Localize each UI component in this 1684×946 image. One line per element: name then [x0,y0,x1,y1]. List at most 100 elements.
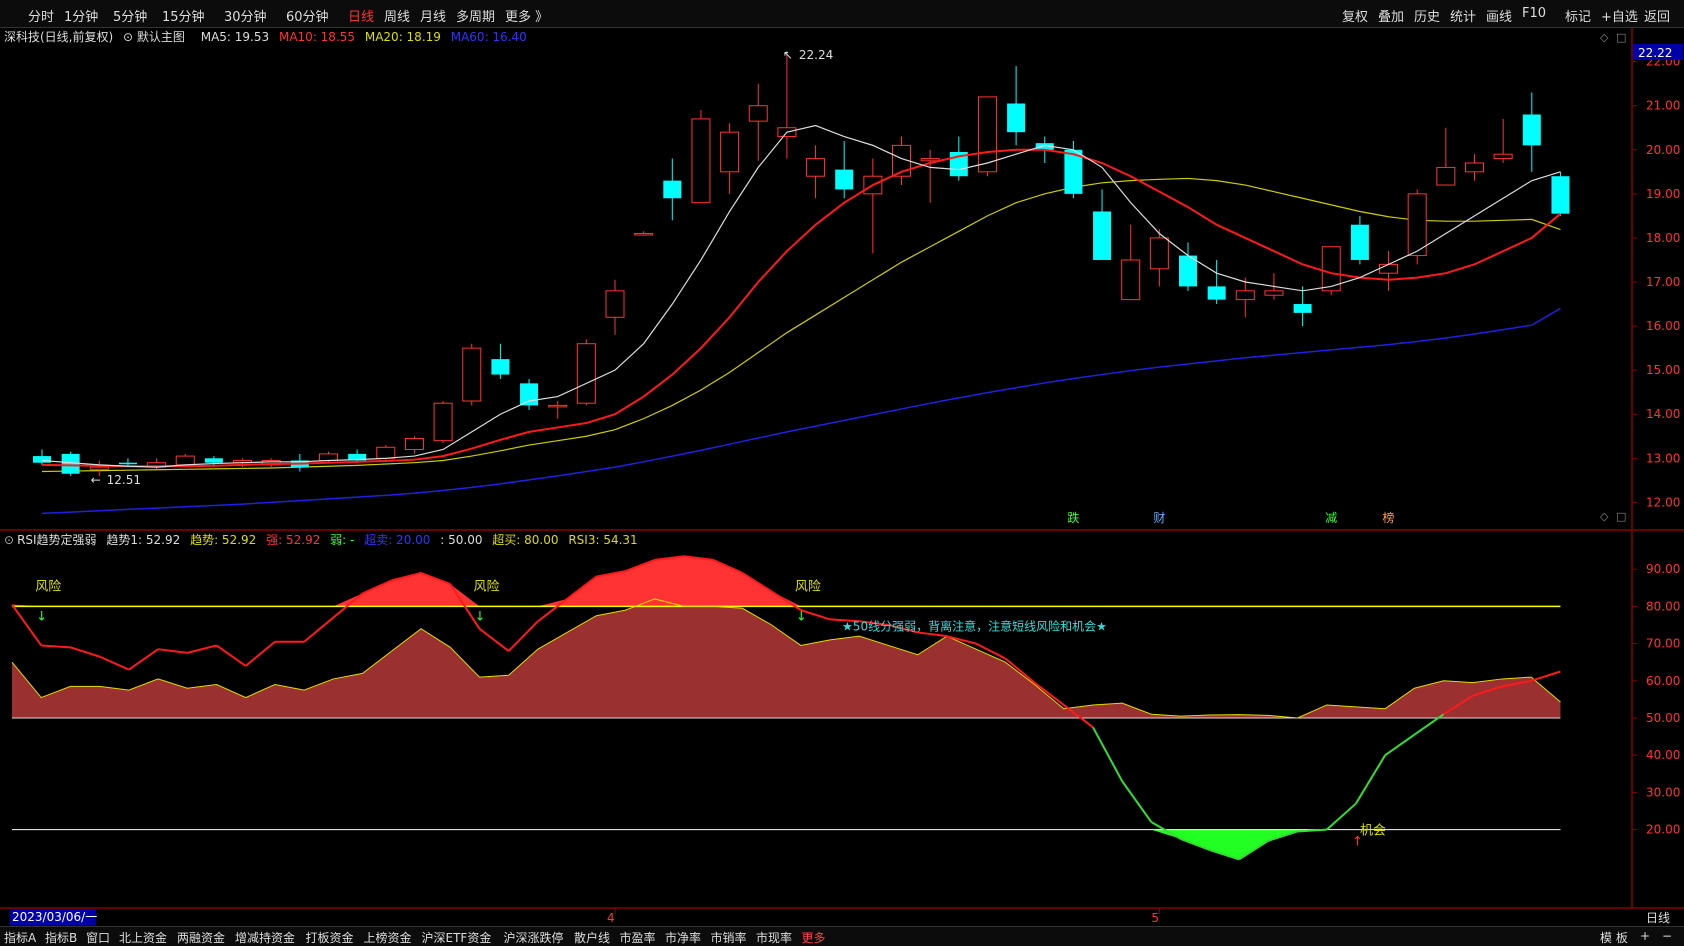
ma10-line [41,148,1562,468]
period-tab-6[interactable]: 日线 [348,10,375,25]
bottom-tab-7[interactable]: 上榜资金 [363,931,412,945]
candle-body [1007,103,1026,133]
trend-line-segment [917,631,948,638]
candle-body [1436,166,1456,186]
toolbar-button-8[interactable]: 返回 [1644,10,1671,25]
price-tick-label: 20.00 [1646,143,1680,157]
bottom-tab-12[interactable]: 市净率 [665,931,702,945]
candle-body [118,462,137,465]
bottom-tab-6[interactable]: 打板资金 [305,931,354,945]
toolbar-button-2[interactable]: 历史 [1414,10,1441,25]
trend-line-segment [1004,657,1036,684]
ma5-line [41,124,1561,468]
bottom-tab-5[interactable]: 增减持资金 [235,931,296,945]
rsi3-label: RSI3: 54.31 [568,533,638,547]
candle-body [433,402,453,442]
toolbar-button-4[interactable]: 画线 [1486,10,1513,25]
overbought-fill [12,556,1561,607]
rsi-tick-label: 80.00 [1646,599,1680,613]
opportunity-label: 机会 [1360,824,1386,839]
candle-body [1149,237,1169,270]
candle-body [548,404,568,408]
diamond-icon: ◇ [1600,31,1609,44]
candle-body [1235,290,1255,301]
period-tab-4[interactable]: 30分钟 [224,10,267,25]
toolbar-button-7[interactable]: +自选 [1601,10,1638,25]
rsi-tick-label: 70.00 [1646,637,1680,651]
toolbar-button-6[interactable]: 标记 [1565,10,1592,25]
risk-arrow-icon: ↓ [36,609,47,624]
price-tick-label: 17.00 [1646,275,1680,289]
period-tab-5[interactable]: 60分钟 [286,10,329,25]
bottom-tab-9[interactable]: 沪深涨跌停 [503,931,564,945]
high-marker-icon: ↖ [783,48,793,62]
bottom-tab-11[interactable]: 市盈率 [619,931,656,945]
toolbar-button-1[interactable]: 叠加 [1378,10,1405,25]
bottom-tab-0[interactable]: 指标A [4,931,37,945]
grid-layer [0,28,1684,909]
period-tab-7[interactable]: 周线 [384,10,411,25]
trend-line-segment [1180,837,1211,851]
trend-line-segment [1530,670,1561,682]
low-marker-icon: ← [91,473,101,487]
rsi3-area [12,598,1561,718]
price-tick-label: 14.00 [1646,407,1680,421]
template-dropdown[interactable]: ⊙ 默认主图 [123,30,185,44]
bottom-tab-15[interactable]: 更多 [801,931,826,945]
period-tab-8[interactable]: 月线 [420,10,447,25]
toolbar-button-3[interactable]: 统计 [1450,10,1477,25]
indicator-gear-icon[interactable]: ⊙ [4,533,15,547]
candle-body [1379,263,1399,274]
ma10-label: MA10: 18.55 [278,30,356,44]
candle-body [1465,162,1484,173]
trend-line-segment [128,648,159,671]
candle-body [835,169,854,190]
trend-line-segment [1297,828,1327,833]
period-tab-1[interactable]: 1分钟 [64,10,99,25]
period-tab-9[interactable]: 多周期 [456,10,496,25]
chart-area[interactable]: 风险 ↓ 风险 ↓ 风险 ↓ 机会↑ ★50线分强弱，背离注意，注意短线风险和机会★ ↖ 22.… [0,28,1684,926]
candle-body [33,456,51,463]
toolbar-button-0[interactable]: 复权 [1342,10,1369,25]
period-tab-3[interactable]: 15分钟 [162,10,205,25]
trend-line-segment [741,572,773,593]
ma20-line [41,177,1561,473]
trend-line-segment [888,624,918,634]
candle-body [663,180,682,199]
bottom-tab-13[interactable]: 市销率 [710,931,747,945]
trend-line-segment [245,640,276,667]
bottom-tab-10[interactable]: 散户线 [574,931,611,945]
bottom-tab-1[interactable]: 指标B [45,931,78,945]
bottom-right-button-2[interactable]: 模 板 [1600,931,1628,945]
trend-line-segment [1384,733,1415,757]
price-tick-label: 15.00 [1646,363,1680,377]
axis-layer: 22.0021.0020.0019.0018.0017.0016.0015.00… [10,31,1683,925]
bottom-tab-8[interactable]: 沪深ETF资金 [421,931,492,945]
main-chart-info: 深科技(日线,前复权) ⊙ 默认主图 MA5: 19.53 MA10: 18.5… [4,28,533,45]
toolbar-button-5[interactable]: F10 [1522,6,1547,21]
overbought-label: 超买: 80.00 [492,533,559,547]
candle-body [89,466,109,470]
bottom-tab-14[interactable]: 市现率 [756,931,793,945]
bottom-right-button-1[interactable]: + [1640,929,1651,943]
bottom-tab-2[interactable]: 窗口 [86,931,111,945]
rsi-tick-label: 60.00 [1646,674,1680,688]
bottom-tab-4[interactable]: 两融资金 [177,931,226,945]
bottom-right-button-0[interactable]: − [1662,929,1673,943]
trend-line-segment [829,618,860,623]
trend-line-segment [157,648,188,654]
trend-line-segment [1063,704,1094,729]
indicator-diamond-icon: ◇ [1600,510,1609,523]
indicator-title[interactable]: RSI趋势定强弱 [17,533,97,547]
bottom-tab-3[interactable]: 北上资金 [119,931,168,945]
ma5-label: MA5: 19.53 [200,30,270,44]
price-badge [1633,43,1683,60]
trend-line-segment [1121,780,1153,823]
period-tab-0[interactable]: 分时 [28,10,55,25]
indicator-expand-icon: □ [1616,510,1626,523]
trend-line-segment [187,644,217,654]
trend-line-segment [11,603,43,647]
trend-line-segment [41,644,71,649]
period-tab-10[interactable]: 更多 》 [505,10,549,25]
period-tab-2[interactable]: 5分钟 [113,10,148,25]
